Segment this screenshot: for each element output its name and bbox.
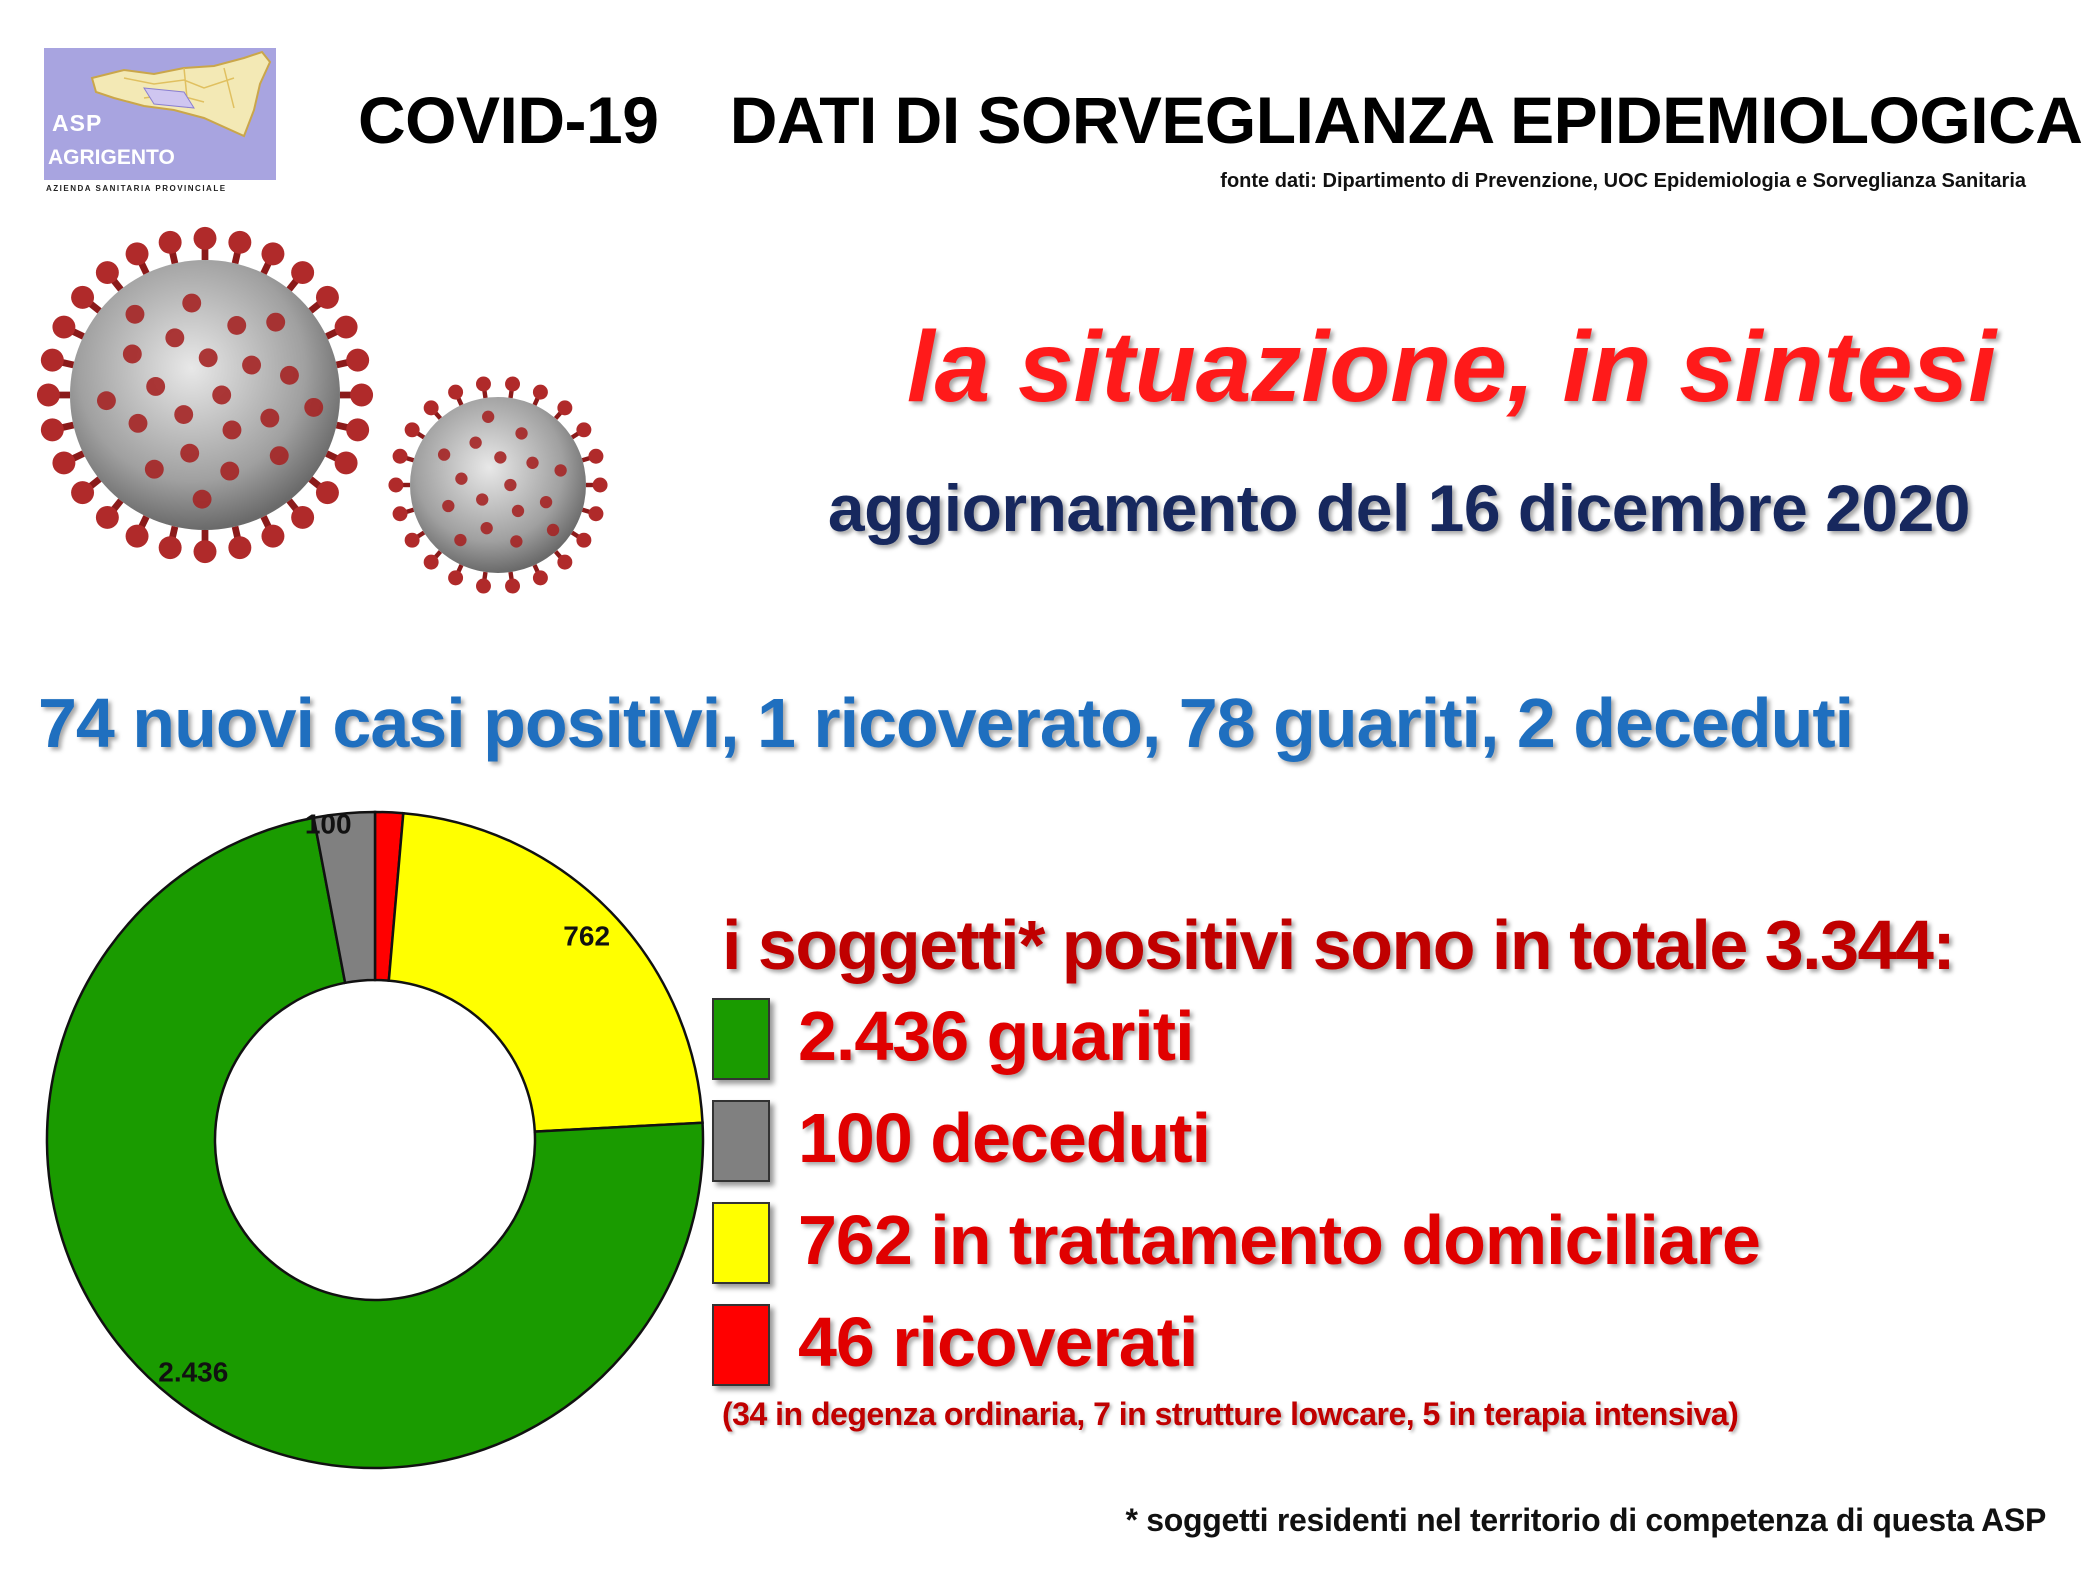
- virus-large-icon: [36, 226, 374, 564]
- slide-subtitle: la situazione, in sintesi: [906, 311, 1996, 423]
- asp-logo: ASP AGRIGENTO AZIENDA SANITARIA PROVINCI…: [44, 48, 279, 198]
- page-title: COVID-19 DATI DI SORVEGLIANZA EPIDEMIOLO…: [358, 83, 2083, 157]
- donut-label-deceduti: 100: [305, 808, 352, 839]
- logo-asp-text: ASP: [52, 110, 103, 136]
- total-positive: i soggetti* positivi sono in totale 3.34…: [722, 906, 1956, 984]
- legend-label: 2.436 guariti: [798, 997, 1195, 1075]
- daily-headline: 74 nuovi casi positivi, 1 ricoverato, 78…: [38, 684, 1854, 762]
- legend-swatch-yellow: [712, 1202, 770, 1284]
- legend-swatch-green: [712, 998, 770, 1080]
- update-date: aggiornamento del 16 dicembre 2020: [827, 471, 1971, 545]
- legend-label: 46 ricoverati: [798, 1303, 1198, 1381]
- coronavirus-illustration: [36, 226, 608, 594]
- donut-label-in-trattamento-domiciliare: 762: [563, 920, 610, 951]
- footnote: * soggetti residenti nel territorio di c…: [1125, 1502, 2046, 1538]
- legend-label: 762 in trattamento domiciliare: [798, 1201, 1761, 1279]
- legend-label: 100 deceduti: [798, 1099, 1211, 1177]
- donut-slice-in-trattamento-domiciliare: [387, 811, 704, 1133]
- donut-label-guariti: 2.436: [158, 1357, 228, 1388]
- data-source: fonte dati: Dipartimento di Prevenzione,…: [1220, 170, 2026, 192]
- logo-subtitle: AZIENDA SANITARIA PROVINCIALE: [46, 184, 227, 193]
- hospital-detail: (34 in degenza ordinaria, 7 in strutture…: [722, 1396, 1739, 1432]
- legend-swatch-gray: [712, 1100, 770, 1182]
- donut-slice-guariti: [45, 816, 705, 1470]
- legend-swatch-red: [712, 1304, 770, 1386]
- donut-slice-deceduti: [312, 810, 377, 985]
- logo-city-text: AGRIGENTO: [48, 146, 175, 169]
- sicily-map-icon: [90, 50, 272, 138]
- virus-small-icon: [388, 376, 608, 594]
